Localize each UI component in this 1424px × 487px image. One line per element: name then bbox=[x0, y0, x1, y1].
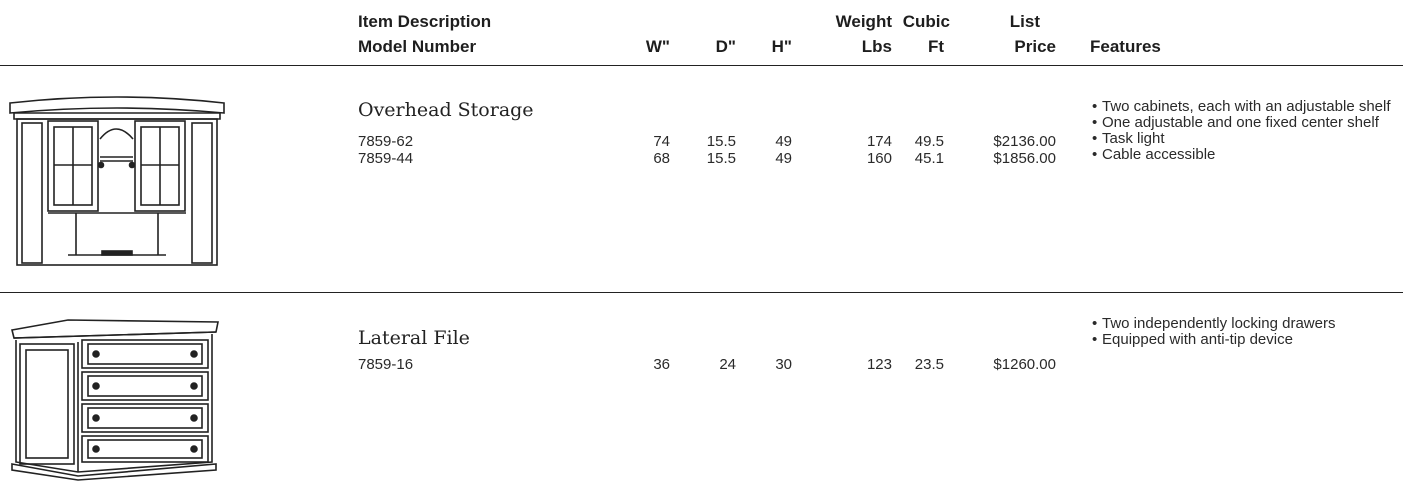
feature-item: • One adjustable and one fixed center she… bbox=[1092, 114, 1379, 131]
section-divider bbox=[0, 292, 1403, 293]
height-value: 30 bbox=[775, 356, 792, 373]
weight-value: 174 bbox=[866, 133, 892, 150]
depth-value: 24 bbox=[719, 356, 736, 373]
width-value: 68 bbox=[653, 150, 670, 167]
col-header-cubic: Cubic bbox=[902, 12, 950, 31]
depth-value: 15.5 bbox=[706, 150, 736, 167]
weight-value: 123 bbox=[866, 356, 892, 373]
features-list: • Two cabinets, each with an adjustable s… bbox=[1092, 99, 1404, 163]
cubic-ft-value: 49.5 bbox=[914, 133, 944, 150]
header-divider bbox=[0, 65, 1403, 66]
list-price-value: $2136.00 bbox=[993, 133, 1056, 150]
col-header-model-number: Model Number bbox=[358, 37, 477, 56]
col-header-height: H" bbox=[771, 37, 792, 56]
weight-value: 160 bbox=[866, 150, 892, 167]
model-number: 7859-44 bbox=[358, 150, 414, 167]
product-title-lateral-file: Lateral File bbox=[358, 327, 470, 349]
col-header-depth: D" bbox=[715, 37, 736, 56]
col-header-lbs: Lbs bbox=[861, 37, 892, 56]
col-header-features: Features bbox=[1090, 37, 1161, 56]
list-price-value: $1856.00 bbox=[993, 150, 1056, 167]
width-value: 36 bbox=[653, 356, 670, 373]
width-value: 74 bbox=[653, 133, 670, 150]
col-header-weight: Weight bbox=[835, 12, 892, 31]
feature-item: • Task light bbox=[1092, 130, 1165, 147]
lateral-file-illustration bbox=[8, 318, 222, 482]
col-header-width: W" bbox=[645, 37, 670, 56]
feature-item: • Equipped with anti-tip device bbox=[1092, 331, 1293, 348]
feature-item: • Cable accessible bbox=[1092, 146, 1216, 163]
col-header-item-description: Item Description bbox=[358, 12, 492, 31]
height-value: 49 bbox=[775, 133, 792, 150]
depth-value: 15.5 bbox=[706, 133, 736, 150]
cubic-ft-value: 23.5 bbox=[914, 356, 944, 373]
col-header-list: List bbox=[1009, 12, 1040, 31]
feature-item: • Two cabinets, each with an adjustable s… bbox=[1092, 98, 1391, 115]
features-list: • Two independently locking drawers • Equi… bbox=[1092, 316, 1404, 348]
col-header-price: Price bbox=[1014, 37, 1056, 56]
model-number: 7859-16 bbox=[358, 356, 414, 373]
list-price-value: $1260.00 bbox=[993, 356, 1056, 373]
col-header-ft: Ft bbox=[927, 37, 944, 56]
feature-item: • Two independently locking drawers bbox=[1092, 315, 1336, 332]
overhead-storage-illustration bbox=[8, 95, 226, 267]
product-title-overhead-storage: Overhead Storage bbox=[358, 99, 534, 121]
model-number: 7859-62 bbox=[358, 133, 414, 150]
height-value: 49 bbox=[775, 150, 792, 167]
cubic-ft-value: 45.1 bbox=[914, 150, 944, 167]
